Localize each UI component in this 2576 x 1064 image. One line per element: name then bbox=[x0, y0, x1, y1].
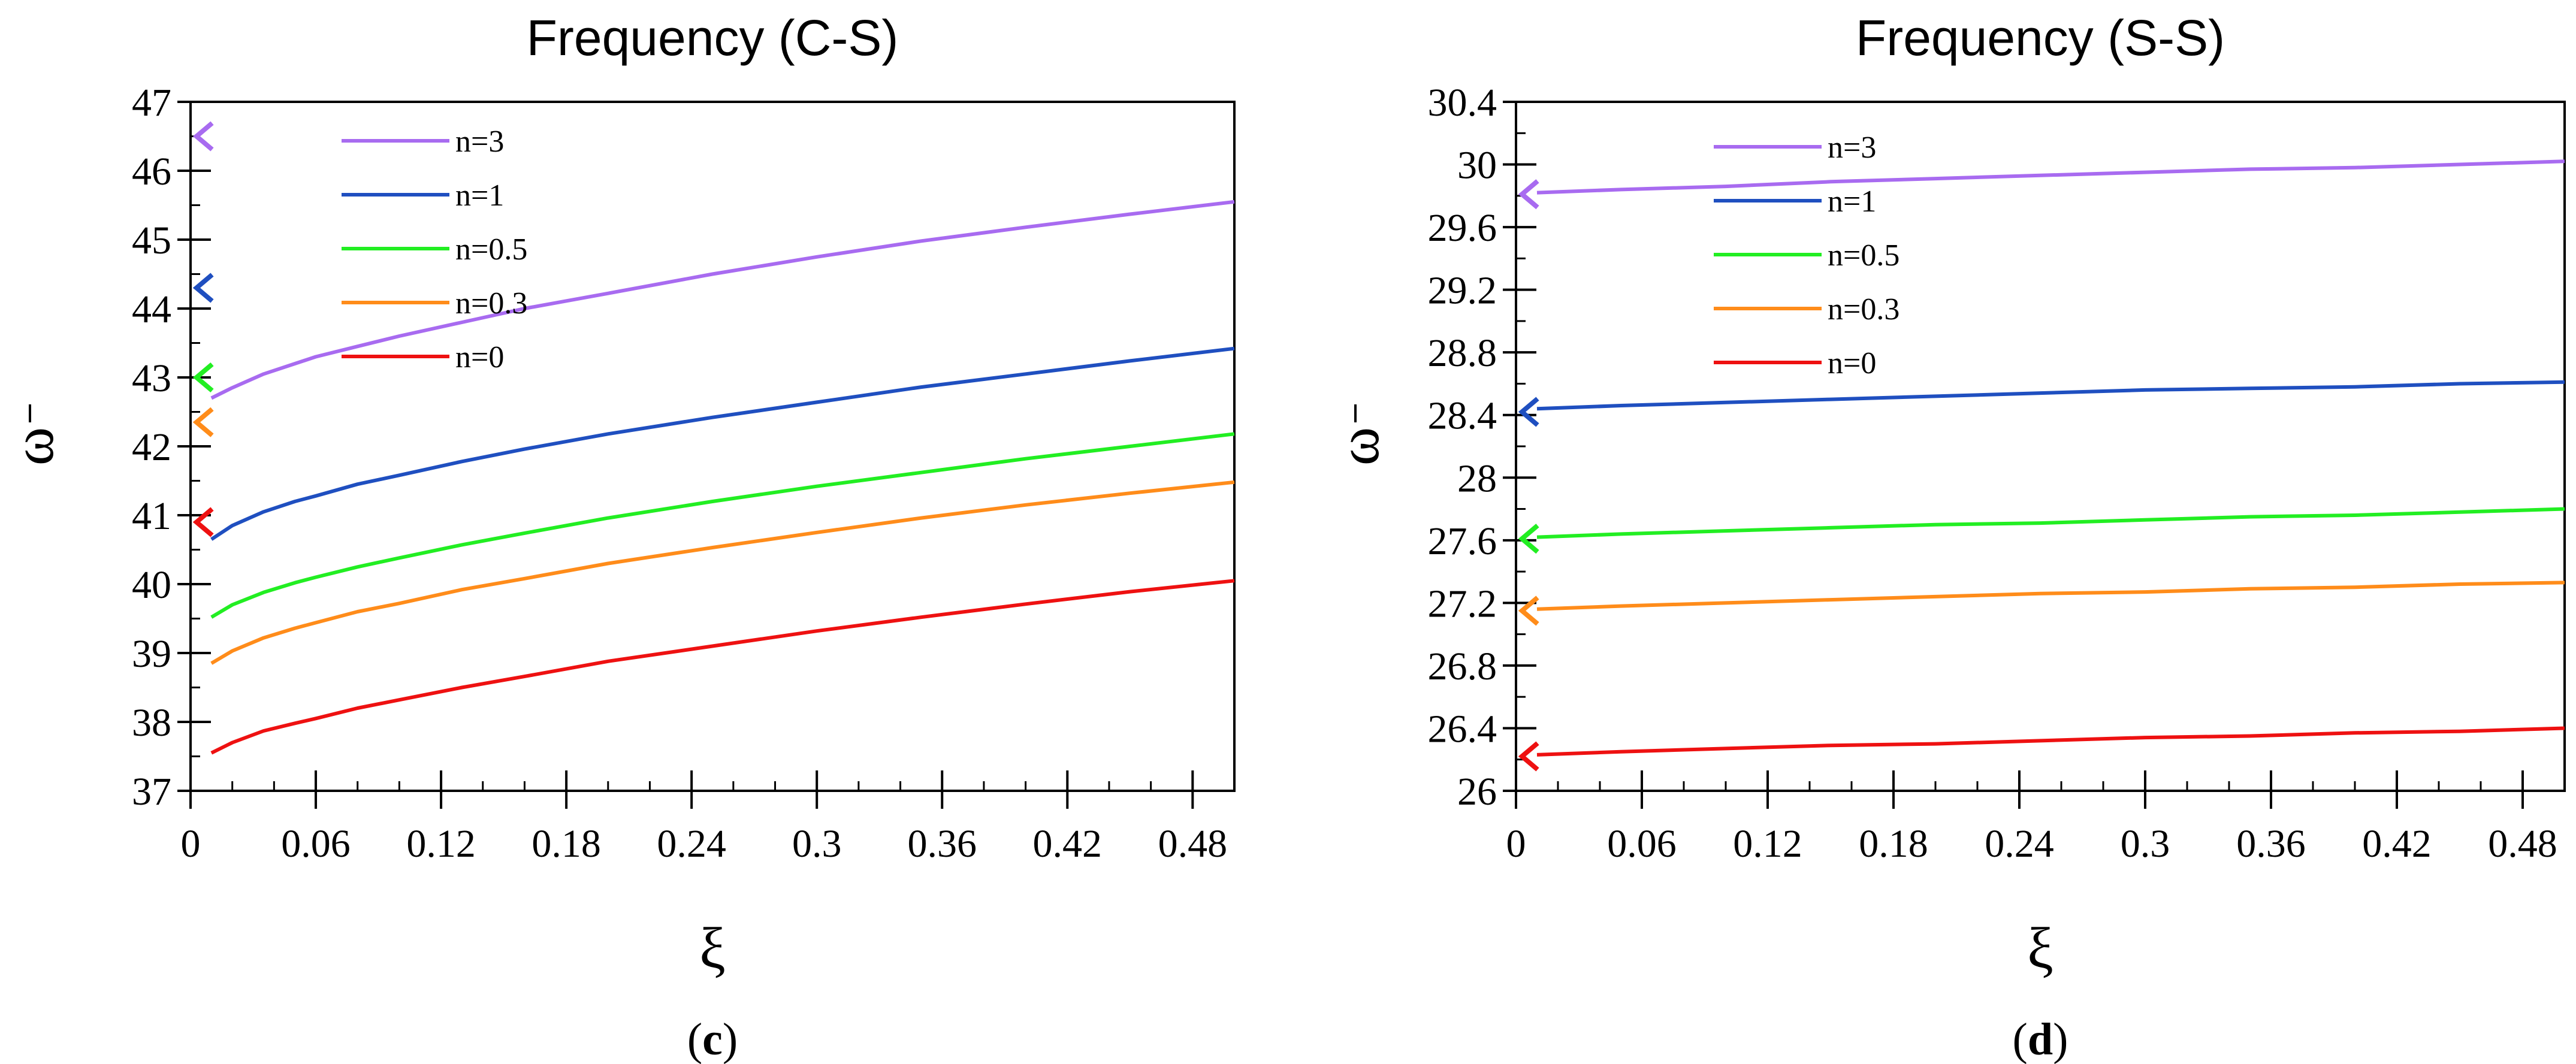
legend-label: n=3 bbox=[455, 125, 504, 159]
x-tick-label: 0.36 bbox=[2236, 822, 2306, 866]
plot-frame bbox=[1515, 101, 2566, 792]
series-line-n=3 bbox=[210, 200, 1235, 400]
panel-label: (d) bbox=[2013, 1014, 2068, 1064]
y-tick-label: 26.8 bbox=[1428, 645, 1497, 688]
panel-label-open-paren: ( bbox=[2013, 1014, 2028, 1064]
series-marker-n=1 bbox=[192, 273, 214, 303]
chart-panel-c: Frequency (C-S) 0 0.06 0.12 0.18 0.24 0.3 0.36 0… bbox=[1, 10, 1236, 1064]
series-line-n=1 bbox=[210, 346, 1235, 541]
panel-label: (c) bbox=[687, 1014, 738, 1064]
series-line-n=0.5 bbox=[1536, 507, 2565, 539]
y-tick-label: 41 bbox=[132, 494, 171, 538]
series-marker-n=0 bbox=[1518, 741, 1539, 772]
x-tick-label: 0.48 bbox=[1158, 822, 1228, 866]
legend-label: n=0.3 bbox=[1828, 292, 1899, 327]
x-tick-label: 0.18 bbox=[531, 822, 601, 866]
series-marker-n=3 bbox=[192, 121, 214, 152]
series-marker-n=0 bbox=[192, 507, 214, 537]
y-tick-label: 43 bbox=[132, 356, 171, 400]
x-axis-label: ξ bbox=[2027, 916, 2053, 981]
chart-title: Frequency (S-S) bbox=[1856, 10, 2225, 66]
x-tick-label: 0.42 bbox=[2362, 822, 2432, 866]
series-marker-n=0.5 bbox=[192, 362, 214, 393]
y-tick-label: 30 bbox=[1457, 144, 1497, 188]
series-line-n=0 bbox=[1536, 726, 2565, 757]
y-tick-label: 42 bbox=[132, 425, 171, 469]
x-tick-label: 0.12 bbox=[1733, 822, 1802, 866]
panel-label-close-paren: ) bbox=[723, 1014, 738, 1064]
x-tick-label: 0.36 bbox=[907, 822, 977, 866]
panel-label-letter: d bbox=[2028, 1014, 2053, 1064]
y-tick-label: 27.6 bbox=[1428, 519, 1497, 563]
legend-label: n=0 bbox=[455, 340, 504, 374]
y-tick-label: 44 bbox=[132, 288, 171, 331]
y-tick-label: 29.2 bbox=[1428, 269, 1497, 313]
y-tick-label: 28.8 bbox=[1428, 331, 1497, 375]
x-tick-label: 0.3 bbox=[2121, 822, 2170, 866]
y-tick-label: 28.4 bbox=[1428, 394, 1497, 438]
y-axis-label: ω bbox=[1, 427, 66, 466]
y-axis-label: ω bbox=[1327, 427, 1391, 466]
y-tick-label: 38 bbox=[132, 701, 171, 745]
series-line-n=0.5 bbox=[210, 432, 1235, 619]
series-line-n=0.3 bbox=[1536, 581, 2565, 611]
series-line-n=1 bbox=[1536, 380, 2565, 411]
series-marker-n=1 bbox=[1518, 397, 1539, 427]
x-tick-label: 0 bbox=[181, 822, 201, 866]
series-marker-n=0.3 bbox=[192, 407, 214, 437]
plot-frame bbox=[189, 101, 1236, 792]
legend-label: n=0 bbox=[1828, 346, 1876, 380]
chart-panel-d: Frequency (S-S) 0 0.06 0.12 0.18 0.24 0.3 0.36 0… bbox=[1327, 10, 2566, 1064]
y-tick-label: 26 bbox=[1457, 770, 1497, 814]
series-line-n=0 bbox=[210, 579, 1235, 755]
x-axis-label: ξ bbox=[699, 916, 726, 981]
x-tick-label: 0.24 bbox=[657, 822, 726, 866]
panel-label-open-paren: ( bbox=[687, 1014, 702, 1064]
x-tick-label: 0.12 bbox=[406, 822, 476, 866]
series-marker-n=3 bbox=[1518, 179, 1539, 210]
y-tick-label: 46 bbox=[132, 150, 171, 194]
panel-label-close-paren: ) bbox=[2053, 1014, 2068, 1064]
x-tick-label: 0.06 bbox=[1607, 822, 1677, 866]
legend-label: n=3 bbox=[1828, 131, 1876, 165]
y-tick-label: 40 bbox=[132, 563, 171, 607]
y-tick-label: 47 bbox=[132, 81, 171, 125]
series-marker-n=0.5 bbox=[1518, 524, 1539, 554]
x-tick-label: 0.24 bbox=[1985, 822, 2054, 866]
series-marker-n=0.3 bbox=[1518, 596, 1539, 626]
y-tick-label: 30.4 bbox=[1428, 81, 1497, 125]
x-tick-label: 0.18 bbox=[1859, 822, 1928, 866]
series-line-n=0.3 bbox=[210, 480, 1235, 665]
panel-label-letter: c bbox=[702, 1014, 723, 1064]
legend-label: n=1 bbox=[455, 179, 504, 213]
y-tick-label: 37 bbox=[132, 770, 171, 814]
y-tick-label: 27.2 bbox=[1428, 582, 1497, 625]
x-tick-label: 0.42 bbox=[1033, 822, 1103, 866]
y-tick-label: 28 bbox=[1457, 457, 1497, 500]
legend-label: n=0.3 bbox=[455, 286, 527, 321]
y-tick-label: 45 bbox=[132, 219, 171, 262]
y-tick-label: 39 bbox=[132, 632, 171, 676]
series-line-n=3 bbox=[1536, 159, 2565, 195]
legend-label: n=1 bbox=[1828, 185, 1876, 219]
legend-label: n=0.5 bbox=[1828, 238, 1899, 273]
x-tick-label: 0.06 bbox=[281, 822, 351, 866]
legend-label: n=0.5 bbox=[455, 232, 527, 267]
x-tick-label: 0.48 bbox=[2488, 822, 2557, 866]
y-tick-label: 29.6 bbox=[1428, 206, 1497, 250]
chart-title: Frequency (C-S) bbox=[527, 10, 899, 66]
x-tick-label: 0 bbox=[1506, 822, 1526, 866]
x-tick-label: 0.3 bbox=[792, 822, 842, 866]
y-tick-label: 26.4 bbox=[1428, 707, 1497, 751]
